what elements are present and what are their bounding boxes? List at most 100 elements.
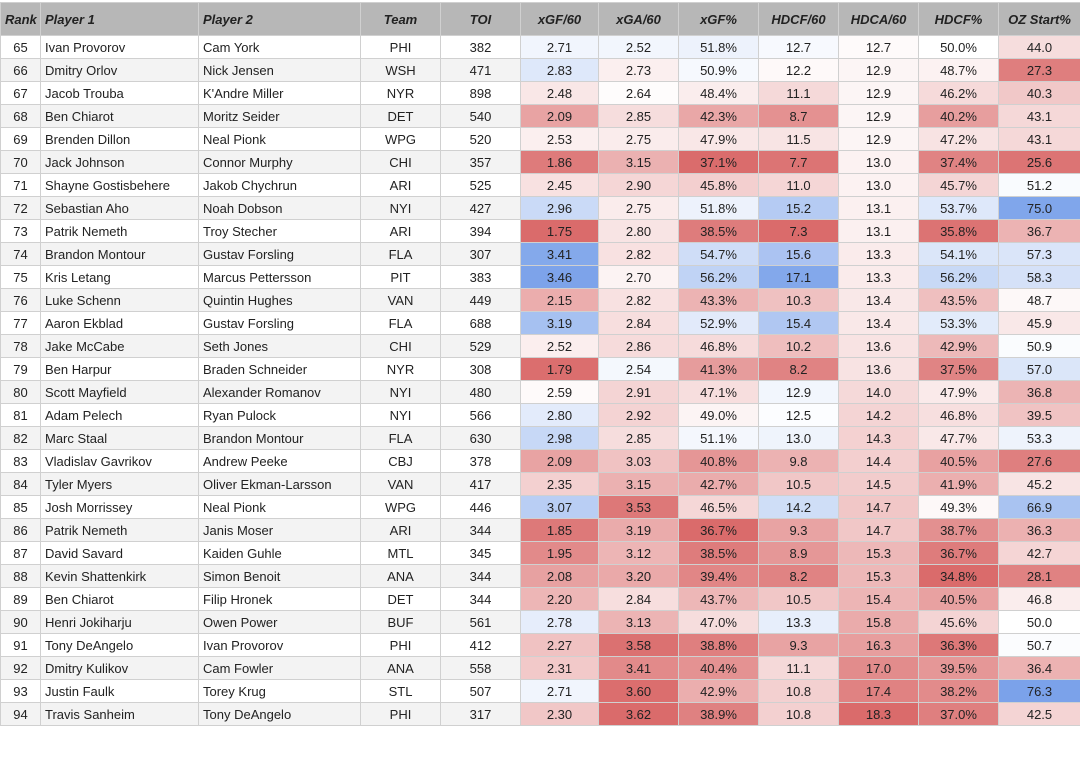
cell-xgf-60: 2.20 — [521, 588, 599, 611]
cell-hdcf-pct: 36.7% — [919, 542, 999, 565]
cell-rank: 81 — [1, 404, 41, 427]
column-header-hdca-60[interactable]: HDCA/60 — [839, 3, 919, 36]
cell-xgf-pct: 46.5% — [679, 496, 759, 519]
cell-toi: 446 — [441, 496, 521, 519]
column-header-team[interactable]: Team — [361, 3, 441, 36]
cell-xgf-60: 1.85 — [521, 519, 599, 542]
column-header-rank[interactable]: Rank — [1, 3, 41, 36]
cell-player-1: Aaron Ekblad — [41, 312, 199, 335]
cell-player-2: Brandon Montour — [199, 427, 361, 450]
cell-oz-start-pct: 25.6 — [999, 151, 1080, 174]
cell-oz-start-pct: 36.3 — [999, 519, 1080, 542]
cell-oz-start-pct: 42.7 — [999, 542, 1080, 565]
cell-xga-60: 3.15 — [599, 151, 679, 174]
cell-player-1: Dmitry Orlov — [41, 59, 199, 82]
cell-player-2: Ryan Pulock — [199, 404, 361, 427]
cell-toi: 412 — [441, 634, 521, 657]
column-header-xga-60[interactable]: xGA/60 — [599, 3, 679, 36]
cell-xgf-pct: 41.3% — [679, 358, 759, 381]
cell-xgf-pct: 51.8% — [679, 36, 759, 59]
cell-hdcf-pct: 53.7% — [919, 197, 999, 220]
cell-rank: 71 — [1, 174, 41, 197]
cell-xgf-60: 1.86 — [521, 151, 599, 174]
column-header-hdcf-60[interactable]: HDCF/60 — [759, 3, 839, 36]
cell-player-1: Patrik Nemeth — [41, 519, 199, 542]
column-header-xgf-pct[interactable]: xGF% — [679, 3, 759, 36]
column-header-player-1[interactable]: Player 1 — [41, 3, 199, 36]
cell-player-2: Ivan Provorov — [199, 634, 361, 657]
cell-hdca-60: 17.4 — [839, 680, 919, 703]
cell-team: CHI — [361, 335, 441, 358]
cell-team: VAN — [361, 289, 441, 312]
cell-oz-start-pct: 36.8 — [999, 381, 1080, 404]
cell-oz-start-pct: 36.4 — [999, 657, 1080, 680]
cell-hdcf-pct: 37.4% — [919, 151, 999, 174]
cell-toi: 344 — [441, 565, 521, 588]
column-header-oz-start-pct[interactable]: OZ Start% — [999, 3, 1080, 36]
cell-hdcf-pct: 49.3% — [919, 496, 999, 519]
cell-player-2: Simon Benoit — [199, 565, 361, 588]
cell-hdca-60: 15.8 — [839, 611, 919, 634]
column-header-xgf-60[interactable]: xGF/60 — [521, 3, 599, 36]
column-header-toi[interactable]: TOI — [441, 3, 521, 36]
cell-player-2: Moritz Seider — [199, 105, 361, 128]
cell-oz-start-pct: 58.3 — [999, 266, 1080, 289]
cell-toi: 382 — [441, 36, 521, 59]
cell-xgf-pct: 40.4% — [679, 657, 759, 680]
cell-oz-start-pct: 57.0 — [999, 358, 1080, 381]
cell-rank: 67 — [1, 82, 41, 105]
cell-xgf-60: 3.07 — [521, 496, 599, 519]
cell-hdca-60: 14.0 — [839, 381, 919, 404]
cell-team: VAN — [361, 473, 441, 496]
cell-player-2: Alexander Romanov — [199, 381, 361, 404]
cell-team: PHI — [361, 703, 441, 726]
cell-xgf-60: 2.71 — [521, 36, 599, 59]
cell-xga-60: 3.41 — [599, 657, 679, 680]
cell-hdca-60: 13.6 — [839, 358, 919, 381]
column-header-hdcf-pct[interactable]: HDCF% — [919, 3, 999, 36]
cell-team: ANA — [361, 565, 441, 588]
cell-player-1: Henri Jokiharju — [41, 611, 199, 634]
cell-hdcf-pct: 46.8% — [919, 404, 999, 427]
column-header-player-2[interactable]: Player 2 — [199, 3, 361, 36]
cell-hdcf-pct: 37.5% — [919, 358, 999, 381]
cell-oz-start-pct: 48.7 — [999, 289, 1080, 312]
cell-toi: 480 — [441, 381, 521, 404]
cell-player-1: Tony DeAngelo — [41, 634, 199, 657]
cell-toi: 566 — [441, 404, 521, 427]
cell-team: FLA — [361, 243, 441, 266]
cell-team: FLA — [361, 312, 441, 335]
cell-xga-60: 3.58 — [599, 634, 679, 657]
cell-player-1: Dmitry Kulikov — [41, 657, 199, 680]
cell-oz-start-pct: 27.3 — [999, 59, 1080, 82]
cell-xgf-60: 2.98 — [521, 427, 599, 450]
cell-xgf-60: 2.30 — [521, 703, 599, 726]
cell-hdcf-pct: 50.0% — [919, 36, 999, 59]
cell-xgf-60: 2.09 — [521, 105, 599, 128]
cell-xgf-pct: 43.7% — [679, 588, 759, 611]
cell-xgf-pct: 38.5% — [679, 542, 759, 565]
cell-xgf-60: 2.59 — [521, 381, 599, 404]
cell-hdcf-pct: 37.0% — [919, 703, 999, 726]
cell-hdcf-pct: 40.2% — [919, 105, 999, 128]
cell-player-1: Luke Schenn — [41, 289, 199, 312]
cell-xga-60: 3.13 — [599, 611, 679, 634]
cell-rank: 93 — [1, 680, 41, 703]
cell-xgf-60: 2.15 — [521, 289, 599, 312]
cell-player-2: Braden Schneider — [199, 358, 361, 381]
cell-team: WPG — [361, 496, 441, 519]
cell-oz-start-pct: 28.1 — [999, 565, 1080, 588]
cell-team: WPG — [361, 128, 441, 151]
cell-hdcf-pct: 54.1% — [919, 243, 999, 266]
cell-xgf-pct: 39.4% — [679, 565, 759, 588]
cell-player-2: Jakob Chychrun — [199, 174, 361, 197]
cell-hdca-60: 13.6 — [839, 335, 919, 358]
cell-hdcf-60: 15.4 — [759, 312, 839, 335]
cell-oz-start-pct: 53.3 — [999, 427, 1080, 450]
